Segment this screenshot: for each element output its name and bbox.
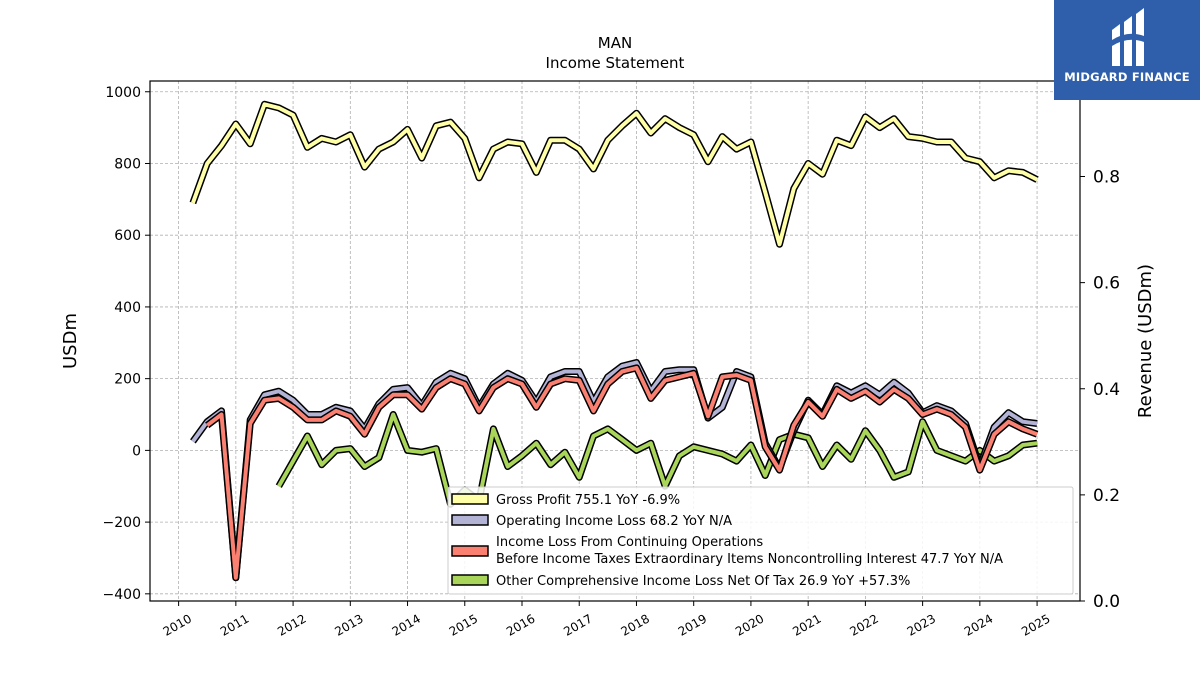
y-tick-label: 1000: [105, 85, 141, 101]
x-tick-label: 2014: [390, 611, 423, 638]
brand-logo-text: MIDGARD FINANCE: [1064, 70, 1190, 84]
legend-swatch-gross-profit: [451, 493, 489, 505]
series-outline: [189, 100, 1039, 248]
legend-box: [447, 486, 1074, 595]
y-right-tick-label: 0.0: [1093, 592, 1120, 612]
grid: [150, 81, 1080, 601]
series-0: [189, 100, 1039, 248]
y-tick-label: 0: [132, 443, 141, 459]
x-tick-label: 2011: [218, 611, 251, 638]
y-axis-left: 1000 800 600 400 200 0 −200 −400: [103, 85, 150, 603]
legend: Gross Profit 755.1 YoY -6.9% Operating I…: [447, 486, 1074, 595]
series-2: [205, 364, 1039, 582]
x-tick-label: 2023: [905, 611, 938, 638]
brand-mark-icon: [1112, 8, 1144, 66]
chart-subtitle: Income Statement: [546, 54, 685, 72]
x-tick-label: 2015: [447, 611, 480, 638]
legend-swatch-other-comprehensive: [451, 574, 489, 586]
x-tick-label: 2013: [332, 611, 365, 638]
y-tick-label: 600: [114, 228, 141, 244]
y-right-tick-label: 0.8: [1093, 168, 1120, 188]
x-tick-label: 2016: [504, 611, 537, 638]
y-axis-label: USDm: [60, 313, 81, 369]
x-tick-label: 2020: [733, 611, 766, 638]
x-tick-label: 2012: [275, 611, 308, 638]
legend-label-operating-income: Operating Income Loss 68.2 YoY N/A: [496, 514, 732, 529]
x-tick-label: 2024: [962, 611, 995, 638]
x-tick-label: 2017: [561, 611, 594, 638]
legend-swatch-pretax-income: [451, 545, 489, 557]
series-line: [277, 412, 1038, 507]
legend-label-other-comprehensive: Other Comprehensive Income Loss Net Of T…: [496, 574, 910, 589]
x-tick-label: 2010: [161, 611, 194, 638]
series-3: [275, 411, 1038, 508]
x-tick-label: 2022: [847, 611, 880, 638]
plot-frame: [149, 80, 1081, 602]
y-tick-label: 200: [114, 372, 141, 388]
x-tick-label: 2025: [1019, 611, 1052, 638]
y-tick-label: 400: [114, 300, 141, 316]
chart-title: MAN: [598, 34, 632, 52]
legend-label-gross-profit: Gross Profit 755.1 YoY -6.9%: [496, 493, 680, 508]
series-line: [205, 365, 1038, 580]
y-right-tick-label: 0.6: [1093, 274, 1120, 294]
x-axis: 2010 2011 2012 2013 2014 2015 2016 2017 2018 2019…: [161, 601, 1053, 639]
y-tick-label: 800: [114, 156, 141, 172]
x-tick-label: 2021: [790, 611, 823, 638]
series-layer: [189, 100, 1039, 582]
x-tick-label: 2019: [676, 611, 709, 638]
y-right-tick-label: 0.4: [1093, 380, 1120, 400]
x-tick-label: 2018: [619, 611, 652, 638]
series-line: [191, 102, 1038, 247]
legend-label-pretax-income-line2: Before Income Taxes Extraordinary Items …: [496, 552, 1003, 567]
y-axis-right-label: Revenue (USDm): [1135, 264, 1156, 418]
y-axis-right: 0.8 0.6 0.4 0.2 0.0: [1080, 168, 1120, 612]
legend-swatch-operating-income: [451, 514, 489, 526]
y-right-tick-label: 0.2: [1093, 486, 1120, 506]
legend-label-pretax-income-line1: Income Loss From Continuing Operations: [496, 535, 763, 550]
y-tick-label: −400: [103, 587, 141, 603]
brand-logo: MIDGARD FINANCE: [1054, 0, 1200, 100]
y-tick-label: −200: [103, 515, 141, 531]
